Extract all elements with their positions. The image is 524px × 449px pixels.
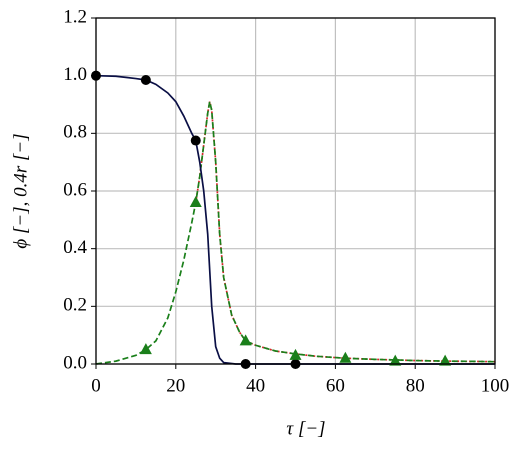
x-tick-label: 80 — [406, 375, 425, 396]
marker — [289, 348, 302, 360]
marker — [339, 351, 352, 363]
series-line — [95, 74, 495, 365]
y-tick-label: 0.8 — [63, 122, 87, 143]
marker — [389, 354, 402, 366]
y-tick-label: 0.0 — [63, 352, 87, 373]
x-tick-label: 60 — [326, 375, 345, 396]
y-tick-label: 1.2 — [63, 6, 87, 27]
x-axis-label: τ [−] — [286, 418, 325, 439]
marker — [140, 74, 151, 85]
marker — [190, 135, 201, 146]
x-tick-label: 100 — [481, 375, 510, 396]
y-axis-label: ϕ [−], 0.4r [−] — [10, 133, 31, 248]
series-line — [95, 101, 496, 365]
y-tick-label: 0.6 — [63, 179, 87, 200]
y-tick-label: 1.0 — [63, 64, 87, 85]
y-tick-label: 0.2 — [63, 295, 87, 316]
y-tick-label: 0.4 — [63, 237, 87, 258]
x-tick-label: 40 — [246, 375, 265, 396]
plot-frame — [95, 17, 496, 365]
marker — [239, 334, 252, 346]
x-tick-label: 20 — [166, 375, 185, 396]
x-tick-label: 0 — [91, 375, 101, 396]
marker — [439, 354, 452, 366]
marker — [189, 196, 202, 208]
marker — [139, 343, 152, 355]
series-line — [194, 101, 496, 363]
